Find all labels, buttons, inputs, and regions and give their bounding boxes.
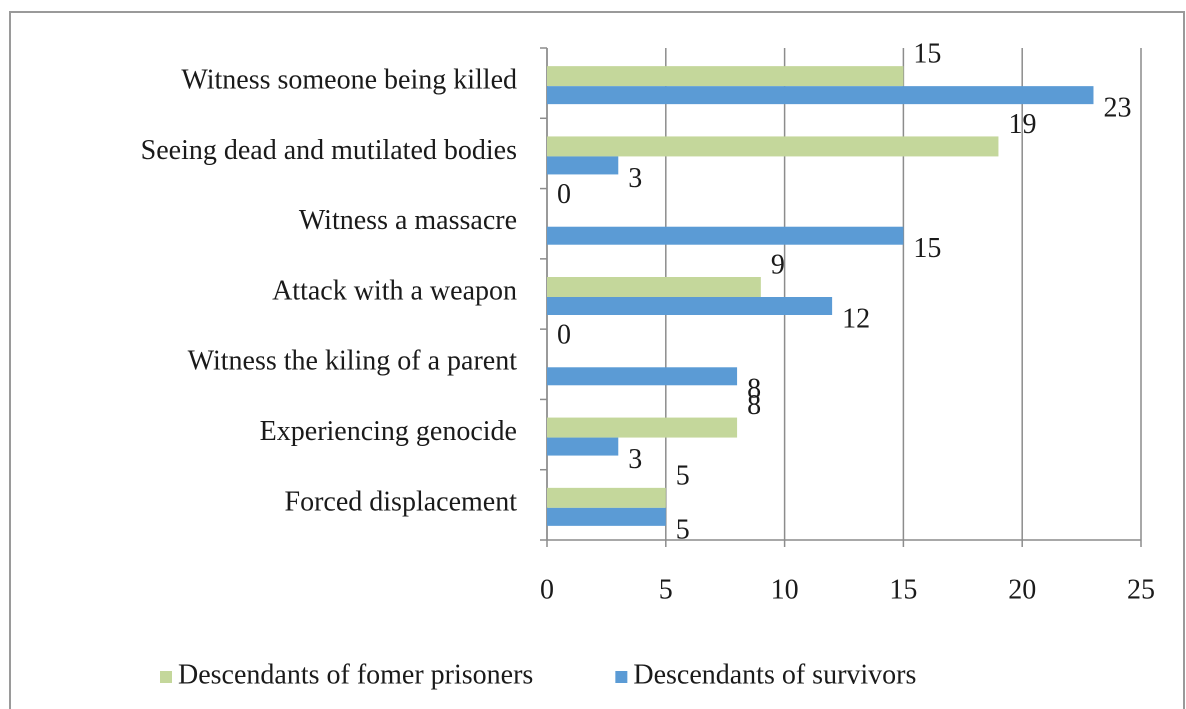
value-label: 12 xyxy=(842,303,870,334)
value-label: 15 xyxy=(913,39,941,70)
bar xyxy=(547,367,738,386)
bar xyxy=(547,487,666,508)
value-label: 19 xyxy=(1008,109,1036,140)
value-label: 8 xyxy=(747,374,761,405)
legend-swatch xyxy=(615,671,628,683)
value-label: 5 xyxy=(676,460,690,491)
bar xyxy=(547,437,619,456)
value-label: 3 xyxy=(628,163,642,194)
y-tick-label: Witness a massacre xyxy=(299,205,517,236)
x-tick-label: 0 xyxy=(540,574,554,605)
value-label: 9 xyxy=(771,249,785,280)
y-tick-label: Witness someone being killed xyxy=(181,65,517,96)
value-label: 0 xyxy=(557,179,571,210)
bar xyxy=(547,297,833,315)
x-tick-label: 25 xyxy=(1127,574,1155,605)
value-label: 23 xyxy=(1103,93,1131,124)
bar xyxy=(547,156,619,175)
bar xyxy=(547,417,738,438)
x-tick-label: 10 xyxy=(771,574,799,605)
legend-label: Descendants of survivors xyxy=(633,659,916,690)
y-tick-label: Seeing dead and mutilated bodies xyxy=(141,135,517,166)
value-label: 8 xyxy=(747,390,761,421)
bar xyxy=(547,66,904,87)
bar xyxy=(547,86,1094,105)
value-label: 3 xyxy=(628,444,642,475)
x-tick-label: 5 xyxy=(659,574,673,605)
x-tick-label: 20 xyxy=(1008,574,1036,605)
bar xyxy=(547,136,999,157)
value-label: 5 xyxy=(676,514,690,545)
x-tick-label: 15 xyxy=(889,574,917,605)
value-label: 15 xyxy=(913,233,941,264)
y-tick-label: Attack with a weapon xyxy=(272,275,517,306)
bar xyxy=(547,507,666,526)
y-tick-label: Experiencing genocide xyxy=(260,416,517,447)
y-tick-label: Witness the kiling of a parent xyxy=(188,346,518,377)
value-label: 0 xyxy=(557,320,571,351)
chart-border xyxy=(9,11,1185,709)
bar xyxy=(547,226,904,245)
bar xyxy=(547,277,761,297)
y-tick-label: Forced displacement xyxy=(285,486,518,517)
legend-swatch xyxy=(160,671,172,683)
legend-label: Descendants of fomer prisoners xyxy=(178,659,533,690)
